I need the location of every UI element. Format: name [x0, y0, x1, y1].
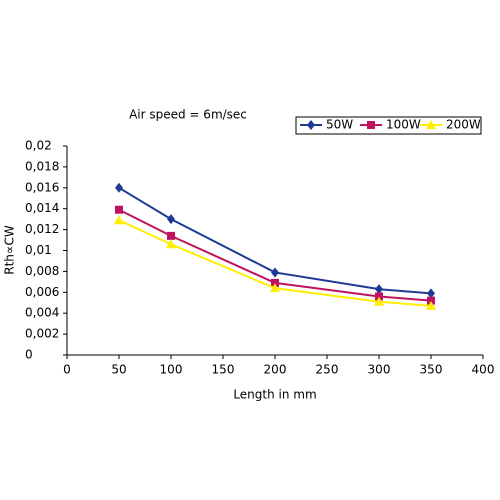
- x-tick-label: 300: [368, 363, 391, 377]
- marker: [375, 292, 383, 301]
- x-tick-label: 100: [160, 363, 183, 377]
- marker: [427, 288, 435, 299]
- legend-label: 200W: [446, 118, 481, 132]
- series-line: [118, 186, 432, 295]
- y-tick-label: 0,012: [25, 222, 59, 236]
- x-tick-label: 250: [316, 363, 339, 377]
- y-tick-label: 0,016: [25, 180, 59, 194]
- marker: [115, 182, 123, 193]
- y-tick-label: 0,006: [25, 285, 59, 299]
- y-tick-label: 0,02: [25, 139, 52, 153]
- marker: [271, 267, 279, 278]
- x-axis-label: Length in mm: [233, 388, 316, 402]
- marker: [166, 239, 176, 249]
- legend-marker: [367, 121, 375, 129]
- marker: [114, 215, 124, 225]
- chart-title: Air speed = 6m/sec: [129, 108, 247, 122]
- marker: [374, 296, 384, 306]
- x-tick-label: 200: [264, 363, 287, 377]
- y-tick-label: 0,018: [25, 159, 59, 173]
- legend-marker: [307, 120, 315, 130]
- legend-label: 100W: [386, 118, 421, 132]
- y-tick-label: 0,002: [25, 327, 59, 341]
- legend-box: [295, 116, 482, 135]
- y-tick-label: 0,01: [25, 243, 52, 257]
- marker: [426, 300, 436, 310]
- marker: [271, 278, 279, 287]
- marker: [167, 231, 175, 240]
- marker: [270, 283, 280, 293]
- legend-label: 50W: [326, 118, 353, 132]
- y-tick-label: 0,004: [25, 306, 59, 320]
- y-tick-label: 0,008: [25, 264, 59, 278]
- x-tick-label: 0: [63, 363, 71, 377]
- x-tick-label: 400: [472, 363, 495, 377]
- y-axis-label: Rth∝CW: [3, 225, 17, 275]
- marker: [427, 296, 435, 305]
- x-tick-label: 50: [111, 363, 126, 377]
- legend-marker: [426, 120, 436, 129]
- x-tick-label: 350: [420, 363, 443, 377]
- x-tick-label: 150: [212, 363, 235, 377]
- y-tick-label: 0,014: [25, 201, 59, 215]
- marker: [115, 205, 123, 214]
- marker: [167, 214, 175, 225]
- y-tick-label: 0: [25, 348, 33, 362]
- marker: [375, 284, 383, 295]
